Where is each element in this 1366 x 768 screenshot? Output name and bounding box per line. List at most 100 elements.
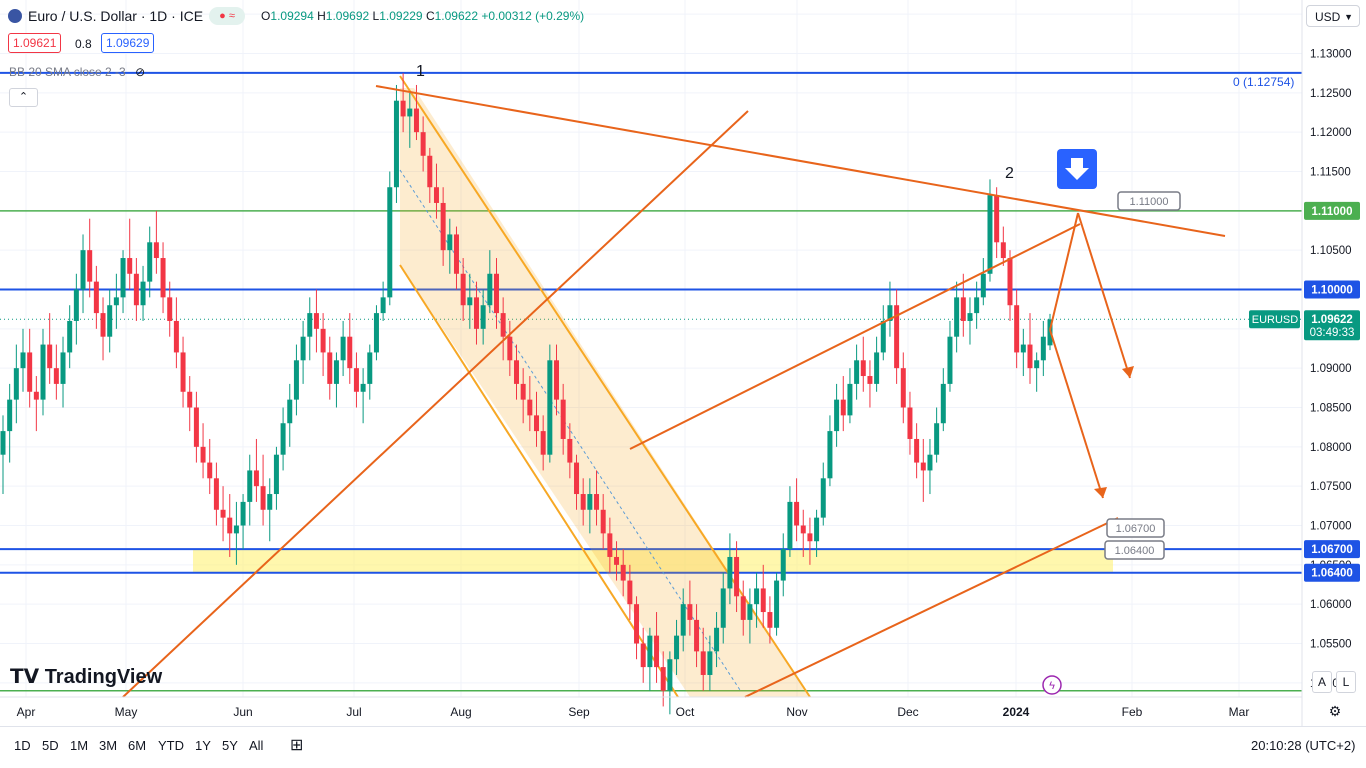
- candle-body: [67, 320, 73, 353]
- candle-body: [320, 328, 326, 353]
- candle-body: [93, 281, 99, 314]
- candle-body: [113, 297, 119, 306]
- candle-body: [27, 352, 33, 392]
- candle-body: [60, 352, 66, 384]
- range-1m[interactable]: 1M: [70, 738, 89, 753]
- x-tick-label: Dec: [897, 705, 918, 719]
- box-111-text: 1.11000: [1130, 196, 1169, 208]
- candle-body: [353, 368, 359, 392]
- x-tick-label: Jun: [233, 705, 252, 719]
- collapse-legend-button[interactable]: ⌃: [9, 88, 38, 107]
- candle-body: [40, 344, 46, 400]
- candle-body: [7, 399, 13, 432]
- candle-body: [954, 297, 960, 337]
- candle-body: [127, 258, 133, 274]
- range-5y[interactable]: 5Y: [222, 738, 238, 753]
- candle-body: [180, 352, 186, 392]
- x-tick-label: Apr: [17, 705, 36, 719]
- candle-body: [934, 423, 940, 455]
- box-1064-text: 1.06400: [1115, 545, 1155, 557]
- tv-logo-icon: 𝗧𝗩: [10, 666, 45, 688]
- candle-body: [580, 494, 586, 510]
- bid-price[interactable]: 1.09621: [8, 33, 62, 53]
- projection-down-1: [1077, 212, 1131, 379]
- currency-select[interactable]: USD ▼: [1306, 5, 1360, 27]
- candle-body: [120, 258, 126, 298]
- candle-body: [974, 297, 980, 314]
- log-scale-button[interactable]: L: [1336, 671, 1356, 693]
- candle-body: [827, 431, 833, 479]
- indicator-legend[interactable]: BB 20 SMA close 2 -3 ⊘: [9, 65, 145, 79]
- tradingview-logo[interactable]: 𝗧𝗩 TradingView: [10, 664, 162, 689]
- candle-body: [80, 250, 86, 290]
- candle-body: [674, 635, 680, 660]
- candle-body: [260, 486, 266, 510]
- candle-body: [200, 446, 206, 463]
- clock-time[interactable]: 20:10:28 (UTC+2): [1251, 738, 1356, 753]
- candle-body: [160, 258, 166, 298]
- candle-body: [687, 604, 693, 620]
- candle-body: [187, 391, 193, 408]
- channel-lower: [399, 264, 679, 698]
- candle-body: [820, 478, 826, 518]
- market-status-icon[interactable]: ● ≈: [209, 7, 246, 25]
- candle-body: [994, 195, 1000, 243]
- candle-body: [413, 108, 419, 133]
- candle-body: [614, 556, 620, 565]
- settings-icon: ⚙: [1329, 703, 1342, 719]
- chart-header: Euro / U.S. Dollar · 1D · ICE ● ≈ O1.092…: [8, 7, 584, 25]
- range-3m[interactable]: 3M: [99, 738, 118, 753]
- candle-body: [293, 360, 299, 400]
- eye-hidden-icon[interactable]: ⊘: [135, 65, 146, 79]
- candle-body: [860, 360, 866, 377]
- candle-body: [520, 383, 526, 400]
- symbol-title[interactable]: Euro / U.S. Dollar · 1D · ICE: [28, 8, 204, 24]
- candle-body: [680, 604, 686, 636]
- candle-body: [540, 431, 546, 455]
- range-all[interactable]: All: [249, 738, 264, 753]
- divider: [0, 726, 1366, 727]
- current-price-tag: [1304, 310, 1360, 341]
- candle-body: [700, 651, 706, 675]
- y-tick-label: 1.06000: [1310, 599, 1352, 611]
- range-1y[interactable]: 1Y: [195, 738, 211, 753]
- candle-body: [220, 509, 226, 518]
- candle-body: [780, 549, 786, 581]
- trend-drawings: 1 2 1.11000 1.06700 1.06400: [122, 63, 1226, 698]
- candle-body: [1014, 305, 1020, 353]
- candle-body: [33, 391, 39, 400]
- candle-body: [947, 336, 953, 384]
- arrow-down-icon: [1065, 158, 1089, 180]
- candle-body: [727, 556, 733, 589]
- candle-body: [694, 619, 700, 652]
- candle-body: [87, 250, 93, 282]
- candle-body: [340, 336, 346, 361]
- candle-body: [280, 423, 286, 455]
- range-1d[interactable]: 1D: [14, 738, 31, 753]
- y-tick-label: 1.07000: [1310, 521, 1352, 533]
- y-tick-label: 1.05500: [1310, 639, 1352, 651]
- candle-body: [47, 344, 53, 369]
- candle-body: [747, 604, 753, 620]
- candle-body: [133, 273, 139, 306]
- y-tick-label: 1.10500: [1310, 245, 1352, 257]
- candle-body: [367, 352, 373, 384]
- candle-body: [574, 462, 580, 495]
- range-ytd[interactable]: YTD: [158, 738, 184, 753]
- tag-1067: [1304, 540, 1360, 559]
- candle-body: [153, 242, 159, 259]
- y-tick-label: 1.09000: [1310, 363, 1352, 375]
- candle-body: [513, 360, 519, 384]
- candle-body: [0, 431, 6, 455]
- date-range-icon[interactable]: ⊞: [290, 737, 304, 754]
- candle-body: [380, 297, 386, 314]
- range-6m[interactable]: 6M: [128, 738, 147, 753]
- candle-body: [607, 533, 613, 557]
- candle-body: [1007, 258, 1013, 306]
- chart-zones: [193, 549, 1113, 573]
- auto-scale-button[interactable]: A: [1312, 671, 1332, 693]
- ask-price[interactable]: 1.09629: [101, 33, 155, 53]
- range-5d[interactable]: 5D: [42, 738, 59, 753]
- candle-body: [327, 352, 333, 384]
